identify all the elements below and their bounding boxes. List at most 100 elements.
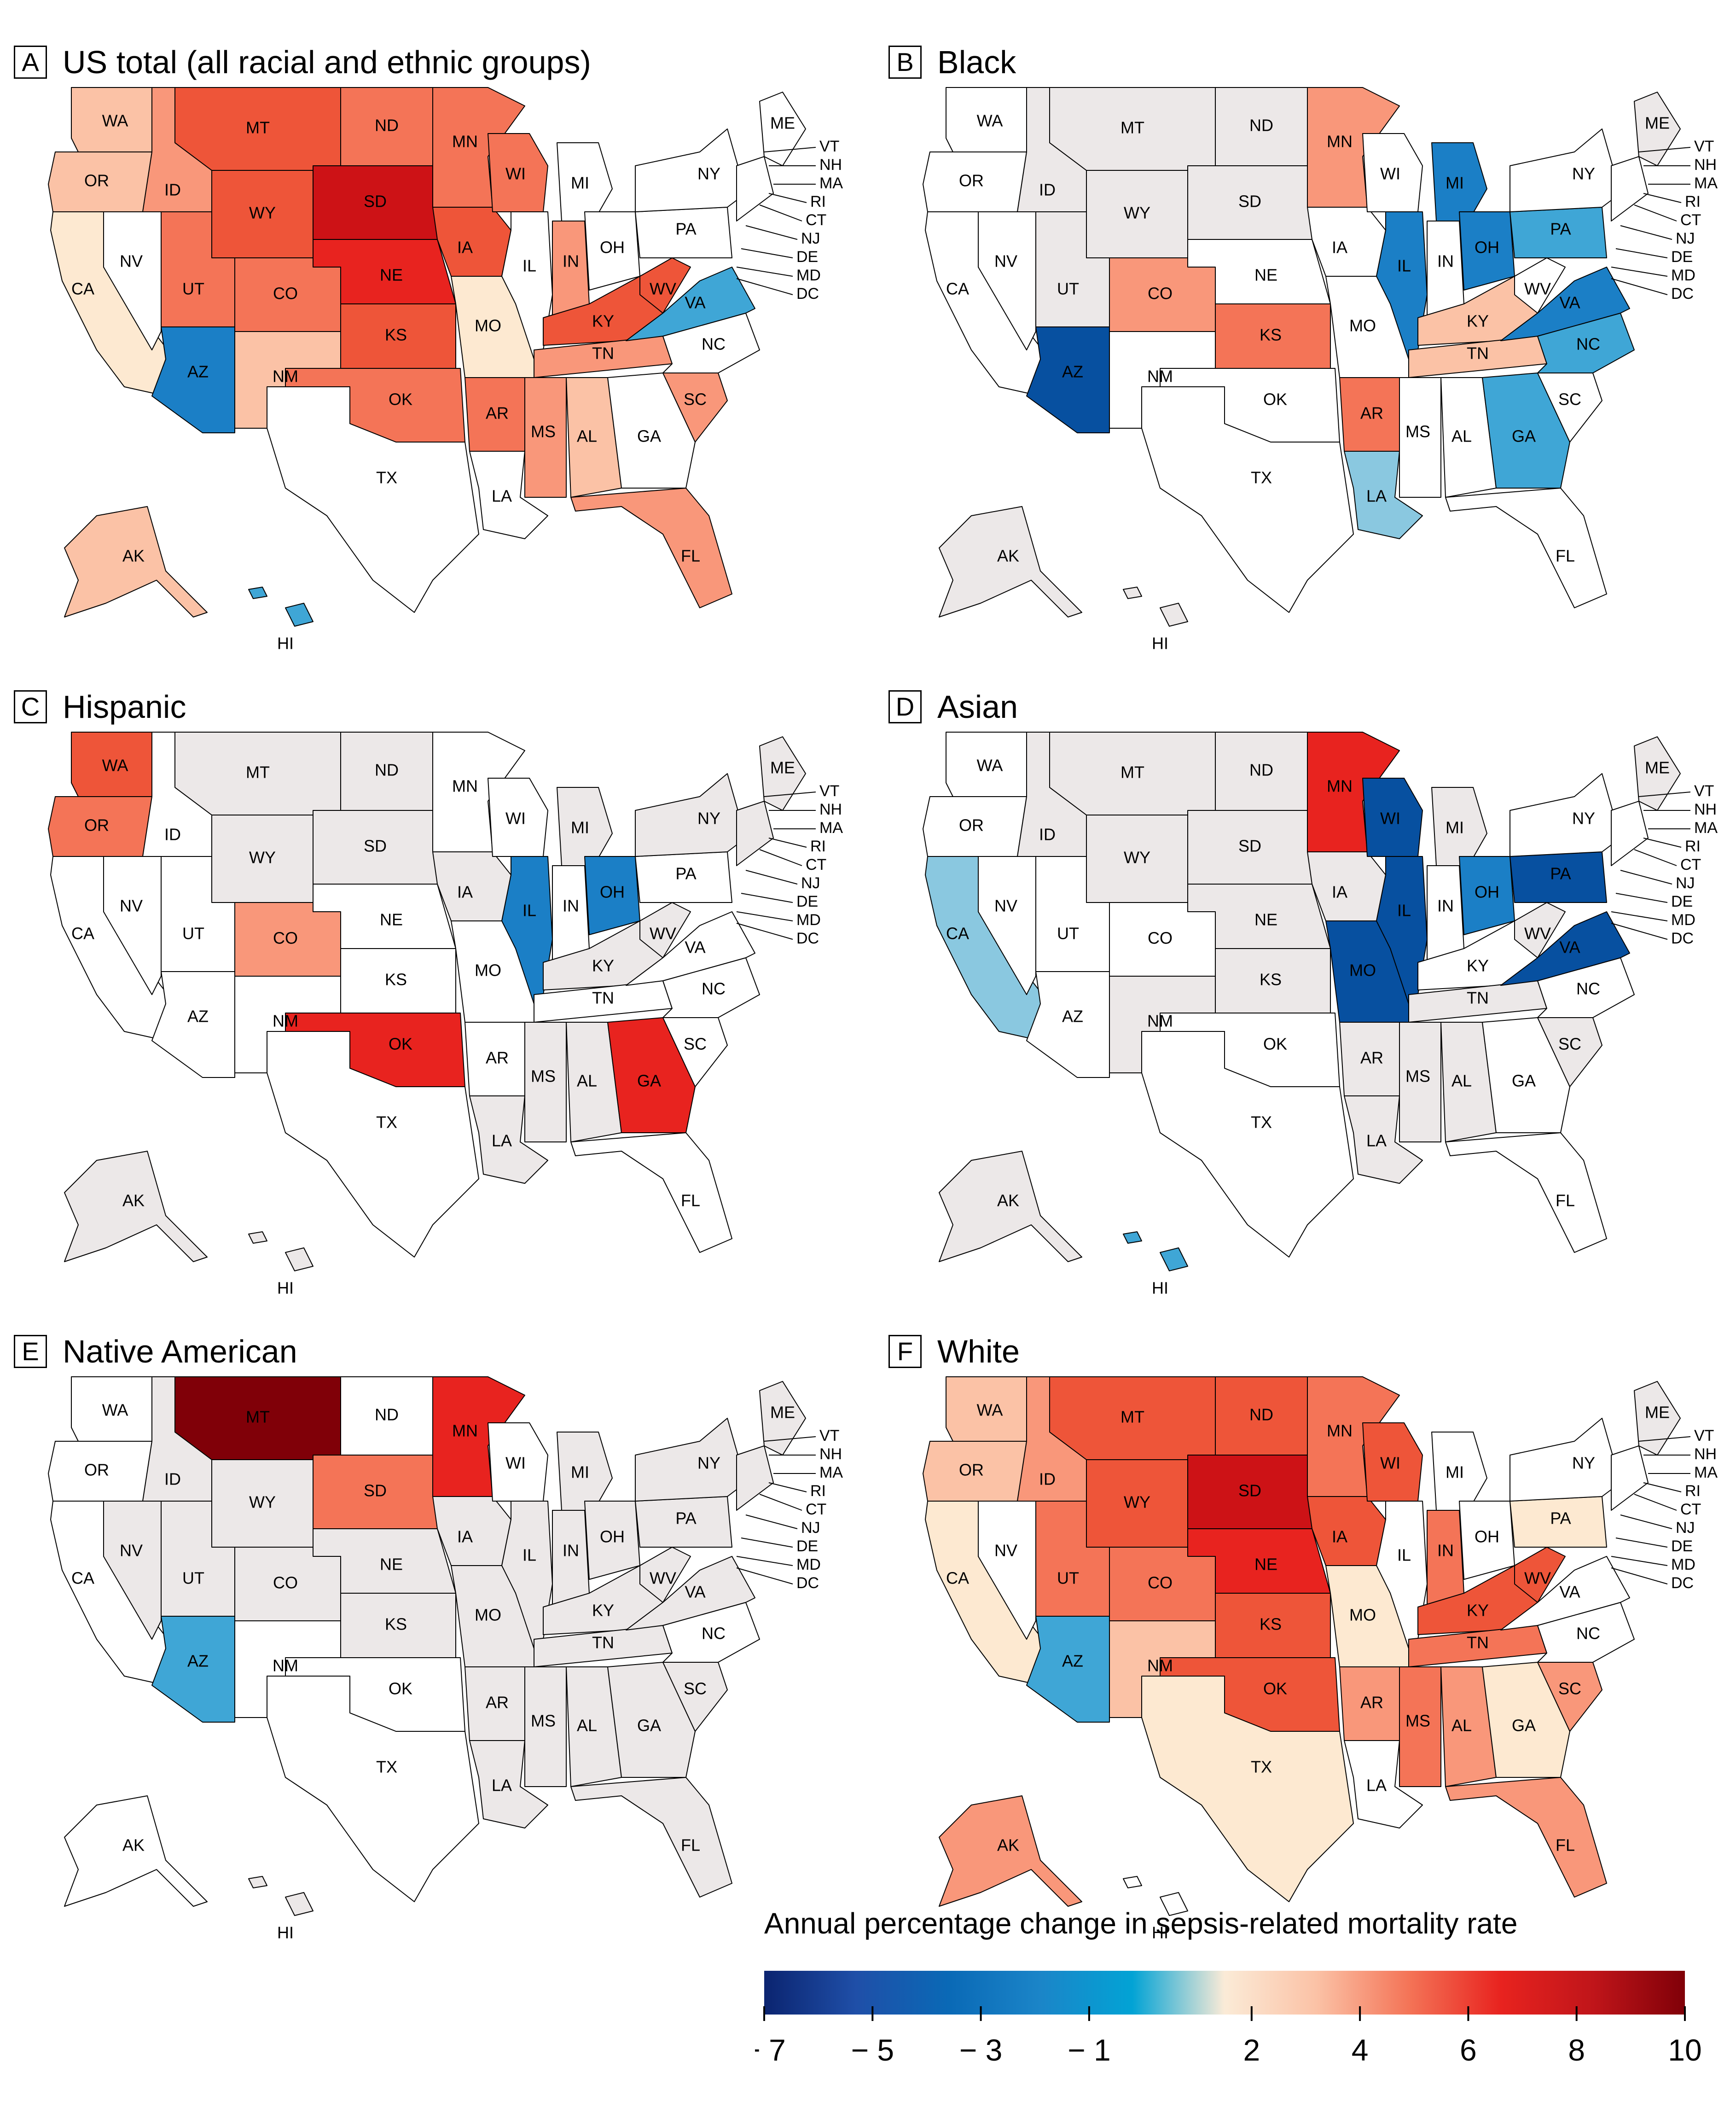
state-la [469,1740,548,1828]
state-label-wy: WY [249,204,276,222]
state-label-sc: SC [1558,390,1581,409]
state-label-nm: NM [1147,367,1173,386]
state-ak [64,506,208,617]
state-label-id: ID [164,825,181,844]
state-label-ri: RI [1685,193,1701,210]
state-label-va: VA [685,293,705,312]
legend-tick-label: 2 [1243,2033,1260,2067]
leader-line-nj [1620,870,1672,885]
state-label-ne: NE [380,266,403,285]
state-label-nj: NJ [801,874,820,892]
state-label-ut: UT [182,1569,204,1588]
state-label-ne: NE [1254,1555,1277,1574]
state-label-wi: WI [1380,164,1400,183]
state-ak [939,1795,1082,1907]
state-label-ky: KY [592,956,614,975]
state-label-ri: RI [810,193,826,210]
state-label-or: OR [959,816,984,835]
state-label-al: AL [1452,427,1472,446]
state-la [1344,1095,1423,1184]
state-label-wy: WY [1124,848,1150,867]
state-ne-small [1611,156,1649,221]
state-label-id: ID [1039,825,1056,844]
state-label-sd: SD [1238,837,1261,856]
state-ne-small [1611,1445,1649,1511]
us-choropleth-map: WA OR CA NV ID MT WY UT CO AZ NM ND SD NE KS OK TX MN IA MO… [48,1376,843,1942]
state-ny [635,773,746,857]
state-az [151,971,235,1078]
leader-line-nj [1620,1514,1672,1529]
state-hi [1123,587,1188,627]
state-label-ca: CA [946,280,969,298]
state-label-nv: NV [994,252,1017,271]
state-label-ny: NY [1572,1454,1595,1473]
state-label-vt: VT [1694,138,1714,155]
state-fl [570,488,732,608]
state-label-tn: TN [1467,344,1489,363]
state-va [626,911,755,986]
state-label-de: DE [1671,893,1693,910]
state-label-il: IL [1397,1546,1411,1565]
state-label-ks: KS [385,326,407,344]
state-label-ny: NY [697,1454,720,1473]
state-az [1026,326,1110,433]
state-me [759,92,806,166]
state-label-nm: NM [273,1012,298,1031]
state-label-ga: GA [637,427,661,446]
state-label-ct: CT [1680,1501,1701,1518]
map-panel-b: B Black WA OR CA NV ID MT WY UT CO AZ NM ND SD NE KS OK TX… [875,18,1736,663]
state-label-nv: NV [994,897,1017,915]
state-label-ar: AR [1360,1693,1383,1712]
state-label-oh: OH [600,1527,625,1546]
state-label-vt: VT [1694,1427,1714,1444]
state-label-nc: NC [1576,1624,1600,1643]
state-label-ms: MS [1405,1712,1430,1730]
leader-line-de [1615,248,1668,258]
state-label-id: ID [164,181,181,199]
state-ms [1399,1022,1441,1142]
state-ms [1399,1666,1441,1787]
leader-line-md [1611,267,1668,277]
state-label-me: ME [1645,758,1670,777]
state-label-nc: NC [702,335,726,354]
state-la [469,1095,548,1184]
us-choropleth-map: WA OR CA NV ID MT WY UT CO AZ NM ND SD NE KS OK TX MN IA MO… [923,87,1718,653]
state-label-mi: MI [571,818,589,837]
state-label-wv: WV [1524,1569,1551,1588]
state-label-ny: NY [697,809,720,828]
state-label-de: DE [1671,1537,1693,1555]
state-ms [524,1022,567,1142]
state-tx [1141,386,1354,613]
state-mi [1431,142,1487,221]
legend-tick-label: − 5 [851,2033,894,2067]
leader-line-dc [736,278,793,295]
state-ak [64,1795,208,1907]
state-label-co: CO [1148,1573,1173,1592]
leader-line-dc [1611,278,1668,295]
state-ga [607,1017,696,1133]
state-label-la: LA [1366,1131,1387,1150]
state-label-wi: WI [1380,809,1400,828]
state-ms [524,377,567,498]
state-label-ia: IA [457,883,473,902]
state-label-al: AL [577,1716,597,1735]
state-mi [557,1432,613,1511]
state-wv [639,1547,691,1603]
panel-letter: D [888,690,922,723]
state-label-ks: KS [385,970,407,989]
state-label-nm: NM [273,367,298,386]
state-label-nm: NM [1147,1012,1173,1031]
state-label-mt: MT [1121,1408,1144,1427]
leader-line-dc [736,1567,793,1584]
state-ga [607,373,696,489]
state-label-nj: NJ [801,1519,820,1537]
state-mi [557,142,613,221]
state-label-ms: MS [531,422,556,441]
state-label-sc: SC [1558,1035,1581,1054]
leader-line-ri [768,838,807,848]
state-label-ga: GA [1512,1716,1536,1735]
leader-line-vt [1638,147,1691,152]
state-hi [248,587,314,627]
state-label-nj: NJ [801,230,820,247]
color-legend: Annual percentage change in sepsis-relat… [755,1906,1708,2100]
